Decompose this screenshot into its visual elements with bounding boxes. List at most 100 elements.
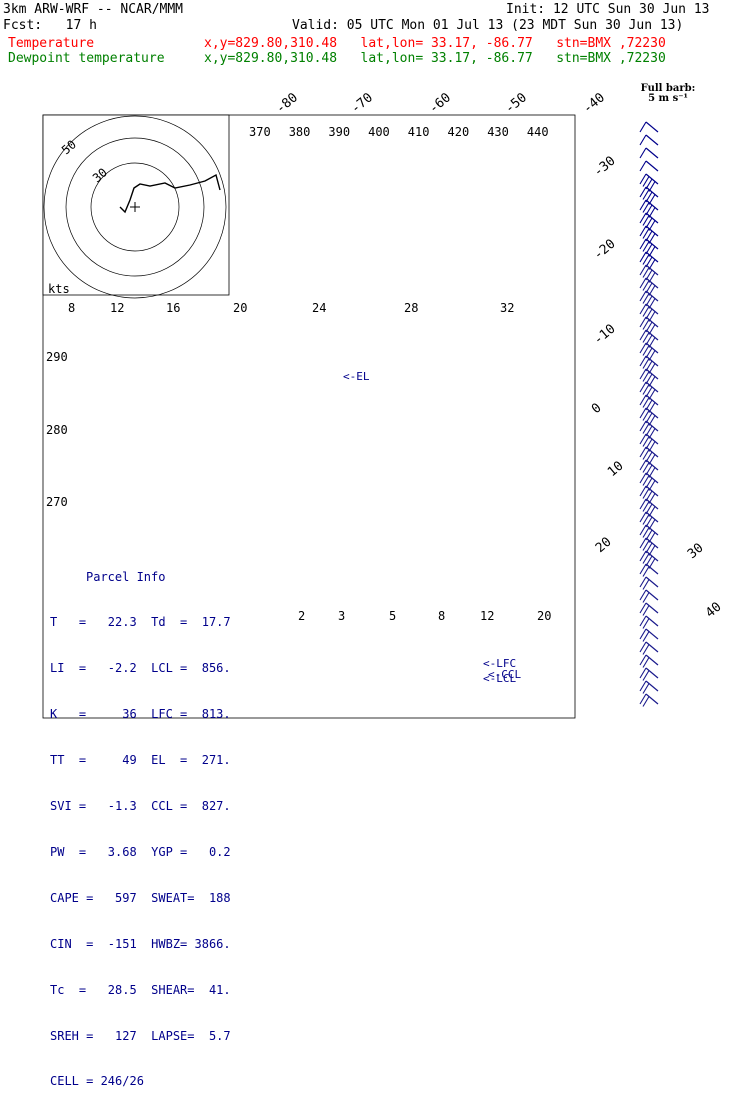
wind-barb-staff: [645, 667, 659, 679]
wind-barb-staff: [645, 641, 659, 653]
wind-barb-staff: [645, 134, 659, 146]
theta-label: 280: [46, 423, 68, 437]
wind-barb-feather: [639, 264, 647, 276]
wind-barb-feather: [642, 449, 650, 460]
wind-barb-feather: [639, 680, 647, 692]
wind-barbs: [639, 121, 659, 707]
theta-label: 440: [527, 125, 549, 139]
wind-barb-feather: [639, 667, 647, 679]
wind-barb-feather: [639, 134, 647, 146]
isotherm-label: 20: [593, 535, 615, 557]
wind-barb-feather: [639, 511, 647, 523]
wind-barb-feather: [639, 459, 647, 471]
isotherm-label: -80: [273, 90, 301, 117]
wind-barb-feather: [642, 228, 650, 239]
wind-barb-feather: [639, 654, 647, 666]
parcel-row: SVI = -1.3 CCL = 827.: [50, 799, 231, 814]
hodograph-trace: [119, 173, 221, 214]
isotherm-label: 0: [589, 401, 605, 418]
wind-barb-feather: [639, 602, 647, 614]
full-barb-unit: 5 m s⁻¹: [648, 93, 688, 104]
forecast-hour: Fcst: 17 h: [3, 18, 97, 33]
wind-barb-feather: [642, 605, 650, 616]
wind-barb-feather: [642, 384, 650, 395]
parcel-row: Tc = 28.5 SHEAR= 41.: [50, 982, 231, 997]
hodograph: [42, 114, 230, 299]
wind-barb-feather: [639, 589, 647, 601]
wind-barb-staff: [645, 602, 659, 614]
wind-barb-feather: [642, 579, 650, 590]
theta-label: 380: [289, 125, 311, 139]
parcel-info-panel: Parcel Info T = 22.3 Td = 17.7 LI = -2.2…: [50, 539, 231, 1105]
full-barb-title: Full barb:: [640, 83, 696, 94]
speed-scale-label: 24: [312, 301, 326, 315]
theta-label: 420: [448, 125, 470, 139]
wind-barb-feather: [642, 293, 650, 304]
temperature-legend: Temperature: [8, 36, 95, 51]
speed-scale-label: 32: [500, 301, 514, 315]
hodograph-origin-icon: [130, 202, 140, 212]
wind-barb-feather: [639, 485, 647, 497]
speed-scale-label: 20: [233, 301, 247, 315]
wind-barb-feather: [639, 147, 647, 159]
hodograph-unit-label: kts: [48, 282, 70, 296]
speed-scale-label: 28: [404, 301, 418, 315]
wind-barb-feather: [642, 436, 650, 447]
parcel-row: CELL = 246/26: [50, 1074, 144, 1089]
wind-barb-feather: [639, 290, 647, 302]
wind-barb-feather: [639, 472, 647, 484]
wind-barb-feather: [639, 329, 647, 341]
parcel-row: SREH = 127 LAPSE= 5.7: [50, 1028, 231, 1043]
wind-barb-feather: [642, 631, 650, 642]
wind-barb-feather: [639, 381, 647, 393]
plot-frame: [42, 114, 576, 719]
wind-barb-feather: [639, 498, 647, 510]
model-title: 3km ARW-WRF -- NCAR/MMM: [3, 2, 184, 17]
wind-barb-feather: [639, 173, 647, 185]
wind-barb-staff: [645, 628, 659, 640]
wind-barb-feather: [642, 462, 650, 473]
wind-barb-feather: [642, 189, 650, 200]
wind-barb-feather: [639, 433, 647, 445]
wind-barb-feather: [639, 693, 647, 705]
isotherm-label: -70: [348, 90, 376, 117]
wind-barb-feather: [642, 306, 650, 317]
wind-barb-staff: [645, 615, 659, 627]
wind-barb-feather: [642, 618, 650, 629]
wind-barb-staff: [645, 589, 659, 601]
wind-barb-feather: [642, 358, 650, 369]
level-annotation: <-CCL: [488, 668, 521, 681]
wind-barb-feather: [639, 628, 647, 640]
temperature-location: x,y=829.80,310.48 lat,lon= 33.17, -86.77…: [204, 36, 666, 51]
theta-label: 400: [368, 125, 390, 139]
wind-barb-feather: [642, 488, 650, 499]
mixing-ratio-label: 8: [438, 609, 445, 623]
skewt-diagram: 10009008007006005004003002001005030kts-8…: [42, 90, 725, 719]
wind-barb-feather: [639, 446, 647, 458]
wind-barb-feather: [642, 683, 650, 694]
wind-barb-staff: [645, 147, 659, 159]
wind-barb-feather: [642, 319, 650, 330]
wind-barb-feather: [639, 238, 647, 250]
level-annotation: <-LCL: [483, 672, 516, 685]
wind-barb-feather: [639, 121, 647, 133]
wind-barb-feather: [639, 420, 647, 432]
isotherm-label: -20: [591, 236, 619, 263]
theta-label: 410: [408, 125, 430, 139]
isotherm-label: -30: [591, 153, 619, 180]
isotherm-label: -10: [591, 321, 619, 348]
wind-barb-feather: [642, 501, 650, 512]
parcel-row: K = 36 LFC = 813.: [50, 707, 231, 722]
dewpoint-legend: Dewpoint temperature: [8, 51, 165, 66]
speed-scale-label: 16: [166, 301, 180, 315]
hodograph-frame: [42, 114, 230, 296]
theta-label: 390: [328, 125, 350, 139]
wind-barb-feather: [642, 280, 650, 291]
theta-label: 370: [249, 125, 271, 139]
wind-barb-feather: [639, 407, 647, 419]
parcel-row: TT = 49 EL = 271.: [50, 753, 231, 768]
mixing-ratio-label: 20: [537, 609, 551, 623]
parcel-row: T = 22.3 Td = 17.7: [50, 615, 231, 630]
wind-barb-feather: [639, 199, 647, 211]
hodograph-ring: [90, 162, 180, 252]
